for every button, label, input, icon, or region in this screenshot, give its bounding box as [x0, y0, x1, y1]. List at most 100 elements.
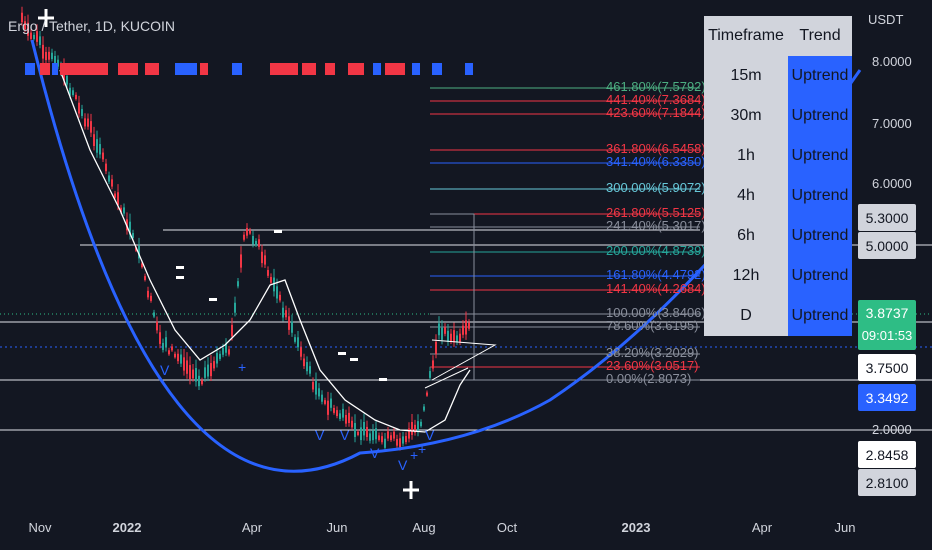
candle-body [432, 360, 434, 369]
candle-body [273, 277, 275, 292]
x-tick-label: 2022 [112, 520, 142, 535]
candle-body [219, 353, 221, 359]
chart-title: Ergo / Tether, 1D, KUCOIN [8, 18, 176, 34]
candle-body [75, 94, 77, 100]
dash-marker [274, 230, 282, 233]
signal-bar [412, 63, 420, 75]
candle-body [414, 424, 416, 433]
candle-body [330, 398, 332, 408]
candle-body [411, 422, 413, 435]
dash-marker [176, 276, 184, 279]
candle-body [42, 44, 44, 59]
fib-level-label: 38.20%(3.2029) [606, 345, 699, 360]
candle-body [408, 428, 410, 439]
timeframe-cell: 6h [704, 216, 788, 256]
candle-body [207, 364, 209, 377]
candle-body [456, 335, 458, 343]
candle-body [210, 363, 212, 377]
candle-body [252, 236, 254, 245]
candle-body [321, 394, 323, 402]
candle-body [243, 234, 245, 240]
trend-cell: Uptrend [788, 96, 852, 136]
candle-body [423, 406, 425, 411]
table-row: 1h Uptrend [704, 136, 852, 176]
candle-body [171, 346, 173, 351]
candle-body [138, 245, 140, 259]
candle-body [186, 360, 188, 374]
candle-body [333, 407, 335, 413]
candle-body [213, 361, 215, 369]
candle-body [48, 51, 50, 60]
x-tick-label: Jun [834, 520, 856, 535]
candle-body [90, 121, 92, 133]
signal-bar [465, 63, 473, 75]
signal-bar [200, 63, 208, 75]
candle-body [420, 421, 422, 427]
candle-body [258, 239, 260, 247]
y-tick-label: 8.0000 [872, 54, 912, 69]
candle-body [366, 426, 368, 438]
candle-body [447, 330, 449, 342]
bar-countdown: 09:01:53 [861, 328, 913, 343]
candle-body [249, 230, 251, 234]
dash-marker [209, 298, 217, 301]
buy-marker: + [410, 447, 418, 463]
x-tick-label: 2023 [621, 520, 651, 535]
fib-level-label: 300.00%(5.9072) [606, 180, 706, 195]
candle-body [111, 179, 113, 187]
price-label-badge: 5.3000 [858, 204, 916, 231]
price-label-badge: 5.0000 [858, 232, 916, 259]
candle-body [81, 109, 83, 116]
table-header-cell: Timeframe [704, 16, 788, 56]
fib-level-label: 341.40%(6.3350) [606, 154, 706, 169]
candle-body [282, 307, 284, 318]
y-tick-label: 7.0000 [872, 116, 912, 131]
candle-body [204, 367, 206, 378]
candle-body [96, 139, 98, 153]
table-row: 4h Uptrend [704, 176, 852, 216]
trend-cell: Uptrend [788, 56, 852, 96]
cross-marker [403, 481, 419, 499]
timeframe-cell: 15m [704, 56, 788, 96]
signal-bar [348, 63, 364, 75]
fib-level-label: 423.60%(7.1844) [606, 105, 706, 120]
candle-body [123, 207, 125, 214]
candle-body [78, 102, 80, 114]
candle-body [435, 341, 437, 354]
candle-body [396, 438, 398, 446]
candle-body [294, 337, 296, 342]
trend-cell: Uptrend [788, 136, 852, 176]
candle-body [99, 144, 101, 155]
signal-bar [325, 63, 335, 75]
candle-body [363, 421, 365, 436]
candle-body [30, 32, 32, 39]
signal-bar [40, 63, 50, 75]
candle-body [246, 227, 248, 236]
candle-body [255, 240, 257, 246]
candle-body [24, 21, 26, 30]
candle-body [450, 333, 452, 342]
candle-body [312, 382, 314, 390]
x-tick-label: Apr [241, 520, 263, 535]
fib-level-label: 441.40%(7.3684) [606, 92, 706, 107]
candle-body [393, 431, 395, 439]
dash-marker [338, 352, 346, 355]
candle-body [465, 320, 467, 335]
candle-body [297, 337, 299, 348]
candle-body [177, 353, 179, 362]
currency-label: USDT [868, 12, 904, 27]
candle-body [345, 414, 347, 424]
candle-body [270, 277, 272, 283]
signal-bar [302, 63, 316, 75]
x-tick-label: Apr [751, 520, 773, 535]
table-header-row: Timeframe Trend [704, 16, 852, 56]
candle-body [267, 270, 269, 276]
moving-average-line [59, 69, 471, 433]
candle-body [174, 353, 176, 358]
fib-level-label: 261.80%(5.5125) [606, 205, 706, 220]
candle-body [342, 408, 344, 418]
candle-body [459, 333, 461, 342]
candle-body [390, 435, 392, 441]
